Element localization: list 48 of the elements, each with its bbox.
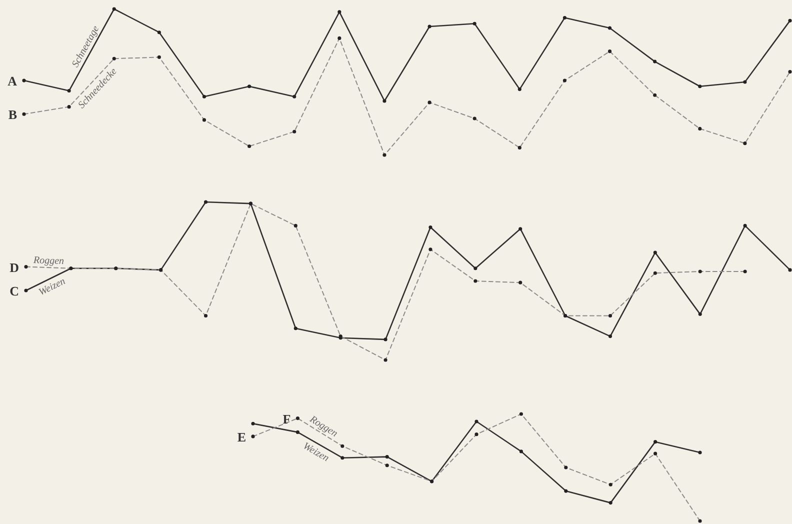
point [519, 450, 523, 454]
point [202, 94, 206, 98]
point [698, 450, 702, 454]
annotation: D [10, 260, 19, 275]
point [340, 456, 344, 460]
point [385, 455, 389, 459]
point [743, 80, 747, 84]
point [608, 501, 612, 505]
point [608, 26, 612, 30]
point [474, 420, 478, 424]
point [338, 10, 342, 14]
point [22, 78, 26, 82]
point [248, 84, 252, 88]
annotation: C [10, 283, 19, 298]
point [698, 84, 702, 88]
point [428, 24, 432, 28]
text: Weizen [37, 276, 68, 298]
point [608, 334, 612, 338]
point [157, 30, 161, 34]
point [518, 227, 522, 231]
point [788, 18, 792, 22]
point [382, 99, 386, 103]
point [294, 326, 298, 330]
point [24, 288, 28, 292]
point [296, 430, 300, 434]
point [428, 226, 432, 230]
point [653, 60, 657, 64]
series-label: Roggen [32, 255, 64, 268]
point [384, 338, 388, 342]
point [204, 200, 208, 204]
point [743, 224, 747, 228]
point [788, 268, 792, 272]
point [251, 422, 255, 426]
point [112, 7, 116, 11]
annotation: B [8, 107, 18, 122]
annotation: A [8, 74, 18, 89]
point [654, 440, 658, 444]
point [474, 266, 478, 270]
annotation: E [237, 429, 246, 444]
point [653, 250, 657, 254]
point [292, 94, 296, 98]
point [518, 88, 522, 92]
point [564, 489, 568, 493]
point [698, 312, 702, 316]
point [472, 22, 476, 26]
point [67, 88, 71, 93]
annotation: F [282, 411, 291, 426]
point [562, 16, 566, 20]
